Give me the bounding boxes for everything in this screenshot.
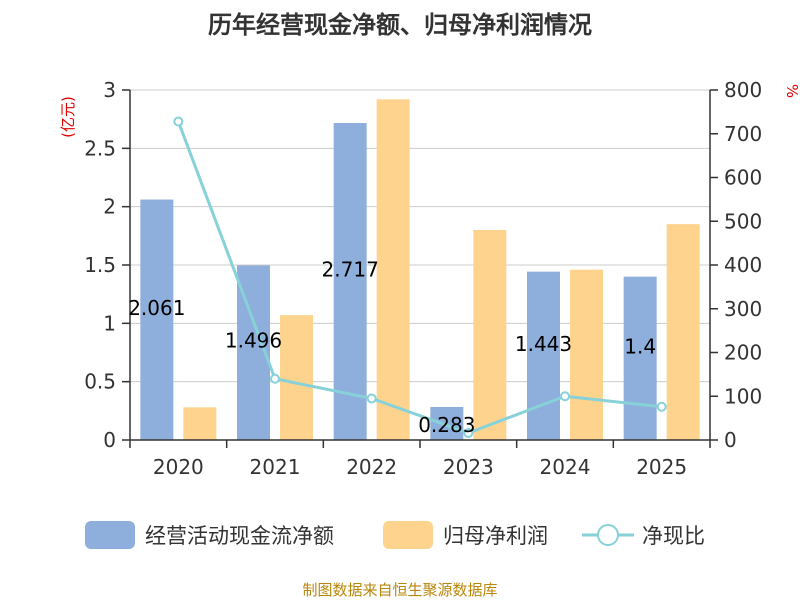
legend: 经营活动现金流净额 归母净利润 净现比 (85, 521, 705, 549)
left-axis-tick-label: 0 (103, 428, 116, 452)
left-axis-tick-label: 3 (103, 78, 116, 102)
legend-label-ratio[interactable]: 净现比 (642, 524, 705, 548)
bar-cash-flow-2025 (623, 276, 657, 440)
left-axis-unit: (亿元) (59, 96, 77, 138)
ratio-point-2020 (173, 116, 184, 127)
ratio-point-2022 (366, 393, 377, 404)
bar-net-profit-2024 (570, 269, 603, 440)
bar-net-profit-2023 (473, 230, 507, 440)
ratio-point-2025 (656, 401, 667, 412)
bars (140, 99, 700, 441)
bar-net-profit-2025 (666, 224, 700, 440)
grid-lines (130, 89, 710, 383)
data-label-cash-flow-2023: 0.283 (418, 413, 475, 437)
data-labels: 2.061 1.496 2.717 0.283 1.443 1.4 (128, 258, 656, 437)
x-axis-tick-label-2020: 2020 (153, 455, 204, 479)
bar-cash-flow-2020 (140, 199, 174, 440)
data-label-cash-flow-2025: 1.4 (624, 334, 656, 358)
left-axis-tick-label: 1 (103, 311, 116, 335)
chart-title: 历年经营现金净额、归母净利润情况 (208, 11, 592, 39)
x-axis-tick-label-2021: 2021 (250, 455, 301, 479)
left-axis-tick-label: 2.5 (84, 136, 116, 160)
right-axis-tick-label: 800 (724, 78, 762, 102)
data-label-cash-flow-2021: 1.496 (225, 329, 282, 353)
source-note: 制图数据来自恒生聚源数据库 (302, 581, 497, 599)
data-label-cash-flow-2020: 2.061 (128, 296, 185, 320)
x-axis-tick-label-2023: 2023 (443, 455, 494, 479)
left-axis-tick-label: 1.5 (84, 253, 116, 277)
right-axis-unit: % (783, 84, 800, 98)
data-label-cash-flow-2024: 1.443 (515, 332, 572, 356)
legend-label-cash-flow[interactable]: 经营活动现金流净额 (145, 524, 334, 548)
bar-net-profit-2020 (183, 407, 217, 440)
x-axis-tick-label-2025: 2025 (636, 455, 687, 479)
bar-cash-flow-2022 (333, 123, 367, 441)
legend-label-net-profit[interactable]: 归母净利润 (443, 524, 548, 548)
left-axis-tick-label: 2 (103, 195, 116, 219)
legend-swatch-ratio-marker (597, 524, 619, 546)
data-label-cash-flow-2022: 2.717 (322, 258, 379, 282)
ratio-point-2024 (560, 391, 570, 402)
ratio-point-2021 (270, 373, 280, 384)
legend-swatch-net-profit (383, 521, 433, 549)
right-axis-tick-label: 100 (724, 384, 762, 408)
right-axis-tick-label: 500 (724, 209, 762, 233)
ratio-point-2023 (463, 428, 474, 438)
right-axis-tick-label: 300 (724, 297, 762, 321)
left-axis-tick-label: 0.5 (84, 370, 116, 394)
bar-cash-flow-2023 (430, 406, 464, 440)
axes: 0 0.5 1 1.5 2 2.5 3 0 100 200 300 400 500 600 700 800 20… (84, 78, 762, 479)
bar-net-profit-2022 (376, 99, 410, 440)
right-axis-tick-label: 700 (724, 122, 762, 146)
ratio-line (176, 120, 662, 435)
legend-swatch-cash-flow (85, 521, 135, 549)
right-axis-tick-label: 200 (724, 341, 762, 365)
x-axis-tick-label-2022: 2022 (346, 455, 397, 479)
bar-cash-flow-2024 (527, 271, 560, 440)
ratio-line-series (173, 116, 667, 438)
right-axis-tick-label: 0 (724, 428, 737, 452)
x-axis-tick-label-2024: 2024 (540, 455, 591, 479)
bar-net-profit-2021 (280, 315, 313, 440)
right-axis-tick-label: 600 (724, 166, 762, 190)
right-axis-tick-label: 400 (724, 253, 762, 277)
